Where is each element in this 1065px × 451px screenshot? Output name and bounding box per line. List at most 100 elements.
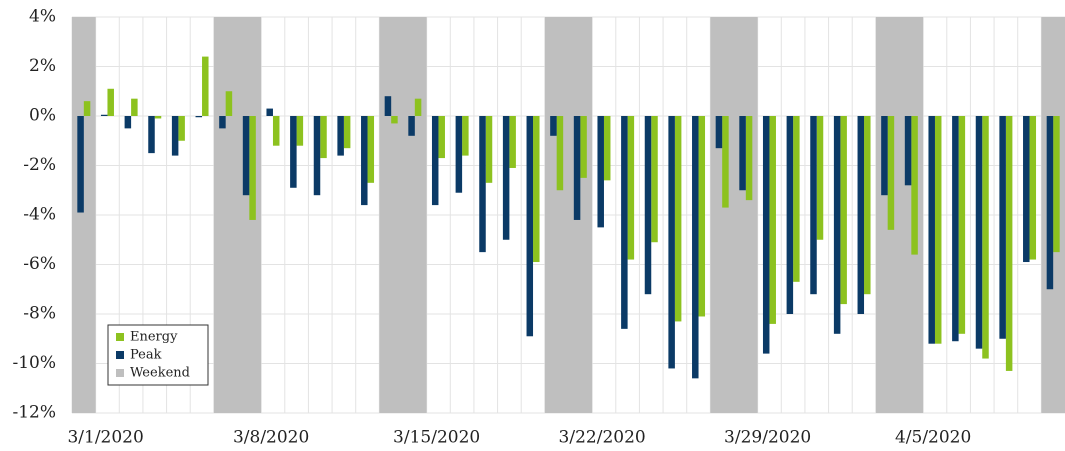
bar xyxy=(627,116,635,260)
bar xyxy=(952,116,959,342)
bar xyxy=(580,116,587,178)
bar xyxy=(249,116,256,220)
bar xyxy=(100,114,108,116)
y-tick-label: 2% xyxy=(29,56,56,76)
bar xyxy=(107,88,114,116)
legend-label: Energy xyxy=(130,330,178,345)
bar xyxy=(266,108,273,116)
x-tick-label: 4/5/2020 xyxy=(895,428,971,448)
bar xyxy=(195,116,203,118)
bar xyxy=(526,116,534,337)
y-tick-label: -6% xyxy=(23,254,56,274)
bar xyxy=(219,116,226,129)
legend-label: Peak xyxy=(130,348,162,363)
bar xyxy=(816,116,824,240)
bar xyxy=(810,116,817,295)
bar xyxy=(864,116,871,295)
bar xyxy=(313,116,321,196)
bar xyxy=(644,116,652,295)
weekend-band xyxy=(213,17,238,413)
y-tick-label: 4% xyxy=(29,7,56,27)
bar xyxy=(391,116,398,124)
bar xyxy=(131,98,138,116)
bar xyxy=(573,116,581,220)
bar xyxy=(1053,116,1060,253)
bar xyxy=(840,116,847,305)
bar xyxy=(509,116,516,168)
bar xyxy=(833,116,841,334)
bar xyxy=(958,116,966,334)
bar xyxy=(934,116,942,344)
bar xyxy=(408,116,415,136)
bar xyxy=(928,116,935,344)
bar xyxy=(651,116,658,243)
bar xyxy=(337,116,344,156)
legend-swatch xyxy=(116,333,124,341)
bar xyxy=(124,116,132,129)
bar xyxy=(550,116,557,136)
y-tick-label: -10% xyxy=(12,353,56,373)
bar xyxy=(462,116,469,156)
bar xyxy=(698,116,706,317)
bar xyxy=(887,116,895,230)
bar xyxy=(83,101,91,116)
bar xyxy=(431,116,439,206)
bar xyxy=(242,116,250,196)
legend-box xyxy=(107,324,209,386)
bar xyxy=(361,116,368,206)
bar xyxy=(178,116,185,141)
bar xyxy=(148,116,155,154)
weekend-band xyxy=(544,17,569,413)
y-tick-label: 0% xyxy=(29,106,56,126)
bar xyxy=(1046,116,1054,290)
bar xyxy=(881,116,888,196)
y-tick-label: -4% xyxy=(23,205,56,225)
x-tick-label: 3/29/2020 xyxy=(724,428,811,448)
bar xyxy=(502,116,510,240)
bar xyxy=(793,116,800,282)
bar xyxy=(438,116,445,159)
y-tick-label: -8% xyxy=(23,304,56,324)
bar xyxy=(296,116,304,146)
bar xyxy=(77,116,84,213)
x-tick-label: 3/8/2020 xyxy=(233,428,309,448)
bar xyxy=(1029,116,1037,260)
bar xyxy=(745,116,753,201)
bar xyxy=(414,98,422,116)
bar xyxy=(384,96,392,116)
x-tick-label: 3/1/2020 xyxy=(67,428,143,448)
x-tick-label: 3/22/2020 xyxy=(559,428,646,448)
bar xyxy=(769,116,776,324)
bar xyxy=(911,116,918,255)
bar xyxy=(154,116,162,119)
bar xyxy=(290,116,297,188)
x-tick-label: 3/15/2020 xyxy=(393,428,480,448)
bar xyxy=(171,116,179,156)
bar xyxy=(621,116,628,329)
bar xyxy=(722,116,729,208)
weekend-band xyxy=(379,17,403,413)
legend-swatch xyxy=(116,369,124,377)
bar xyxy=(533,116,540,263)
bar xyxy=(786,116,794,314)
bar xyxy=(904,116,912,186)
bar xyxy=(225,91,233,116)
bar xyxy=(485,116,493,183)
bar xyxy=(982,116,989,359)
weekend-band xyxy=(72,17,96,413)
bar xyxy=(739,116,746,191)
legend-swatch xyxy=(116,351,124,359)
bar xyxy=(715,116,723,149)
bar xyxy=(603,116,611,181)
y-tick-label: -2% xyxy=(23,155,56,175)
weekend-band xyxy=(710,17,734,413)
legend: Energy Peak Weekend xyxy=(107,324,209,386)
bar xyxy=(692,116,699,379)
weekend-band xyxy=(403,17,427,413)
bar xyxy=(367,116,375,183)
bar xyxy=(272,116,280,146)
bar xyxy=(1023,116,1030,263)
legend-label: Weekend xyxy=(130,366,190,381)
weekend-band xyxy=(734,17,758,413)
